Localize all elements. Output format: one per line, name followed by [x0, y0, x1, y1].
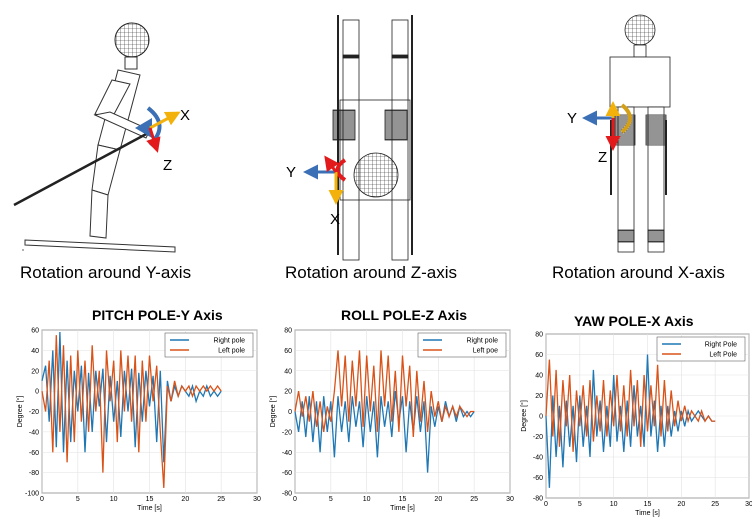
chart-title-pitch: PITCH POLE-Y Axis: [92, 307, 223, 323]
x-tick-label: 25: [470, 496, 478, 503]
y-tick-label: 20: [31, 368, 39, 375]
x-tick-label: 30: [253, 496, 261, 503]
skier-back-view: [303, 15, 413, 261]
y-tick-label: 60: [31, 328, 39, 335]
fig3-axis-y-label: Y: [567, 110, 577, 127]
x-tick-label: 20: [677, 501, 685, 508]
legend: [417, 332, 507, 358]
legend-label: Left pole: [218, 348, 245, 355]
y-tick-label: 80: [284, 328, 292, 335]
legend: [164, 332, 254, 358]
y-tick-label: -40: [29, 429, 39, 436]
series-line-1: [545, 359, 716, 452]
y-axis-label: Degree [°]: [269, 396, 277, 428]
y-tick-label: -60: [282, 470, 292, 477]
y-tick-label: 80: [535, 332, 543, 339]
y-tick-label: -80: [282, 491, 292, 498]
x-tick-label: 25: [711, 501, 719, 508]
skier-front-view: [582, 14, 671, 253]
y-tick-label: -80: [533, 496, 543, 503]
y-tick-label: -20: [533, 434, 543, 441]
x-tick-label: 25: [217, 496, 225, 503]
y-tick-label: 0: [288, 409, 292, 416]
series-line-0: [294, 391, 475, 473]
x-axis-label: Time [s]: [390, 505, 415, 512]
x-tick-label: 10: [110, 496, 118, 503]
chart-title-roll: ROLL POLE-Z Axis: [341, 307, 468, 323]
x-tick-label: 0: [40, 496, 44, 503]
y-tick-label: -40: [533, 455, 543, 462]
x-tick-label: 30: [506, 496, 514, 503]
y-axis-label: Degree [°]: [16, 396, 24, 428]
caption-x-axis: Rotation around X-axis: [552, 263, 725, 282]
y-axis-label: Degree [°]: [520, 400, 528, 432]
caption-y-axis: Rotation around Y-axis: [20, 263, 192, 282]
fig2-axis-x-label: X: [330, 211, 340, 228]
y-tick-label: -20: [29, 409, 39, 416]
y-tick-label: 20: [284, 389, 292, 396]
y-tick-label: -20: [282, 429, 292, 436]
y-tick-label: 0: [539, 414, 543, 421]
fig1-axis-x-label: X: [180, 107, 190, 124]
legend-label: Left poe: [473, 348, 498, 355]
series-line-0: [41, 331, 222, 463]
pitch-chart: 0 5 10 15 20 25 30 -100 -80 -60 -40 -20 0 20 40 60 Time …: [16, 328, 261, 513]
legend-label: Right Pole: [705, 342, 737, 349]
legend-label: Right pole: [213, 338, 245, 345]
y-tick-label: -40: [282, 450, 292, 457]
y-tick-label: -80: [29, 470, 39, 477]
skier-side-view: [13, 22, 181, 253]
x-tick-label: 10: [363, 496, 371, 503]
y-tick-label: -100: [25, 491, 39, 498]
x-tick-label: 5: [76, 496, 80, 503]
y-tick-label: 0: [35, 389, 39, 396]
x-tick-label: 20: [181, 496, 189, 503]
series-line-1: [294, 350, 475, 438]
y-tick-label: 40: [31, 348, 39, 355]
y-tick-label: -60: [29, 450, 39, 457]
x-tick-label: 20: [434, 496, 442, 503]
x-tick-label: 15: [146, 496, 154, 503]
x-tick-label: 30: [745, 501, 752, 508]
y-tick-label: 40: [284, 368, 292, 375]
x-tick-label: 0: [293, 496, 297, 503]
y-tick-label: 60: [284, 348, 292, 355]
x-tick-label: 5: [578, 501, 582, 508]
fig2-axis-y-label: Y: [286, 164, 296, 181]
fig1-axis-z-label: Z: [163, 157, 172, 174]
roll-chart: 0 5 10 15 20 25 30 -80 -60 -40 -20 0 20 40 60 80 Time [s…: [269, 328, 514, 513]
y-tick-label: 20: [535, 393, 543, 400]
legend-label: Left Pole: [709, 352, 737, 359]
x-axis-label: Time [s]: [635, 510, 660, 517]
legend-label: Right pole: [466, 338, 498, 345]
y-tick-label: -60: [533, 475, 543, 482]
yaw-chart: 0 5 10 15 20 25 30 -80 -60 -40 -20 0 20 40 60 80 Time [s…: [520, 332, 752, 518]
x-tick-label: 15: [644, 501, 652, 508]
x-tick-label: 0: [544, 501, 548, 508]
x-tick-label: 5: [329, 496, 333, 503]
y-tick-label: 40: [535, 373, 543, 380]
x-axis-label: Time [s]: [137, 505, 162, 512]
fig3-axis-z-label: Z: [598, 149, 607, 166]
y-tick-label: 60: [535, 352, 543, 359]
chart-title-yaw: YAW POLE-X Axis: [574, 313, 694, 329]
x-tick-label: 10: [610, 501, 618, 508]
caption-z-axis: Rotation around Z-axis: [285, 263, 457, 282]
series-line-1: [41, 335, 222, 488]
x-tick-label: 15: [399, 496, 407, 503]
legend: [656, 336, 746, 362]
